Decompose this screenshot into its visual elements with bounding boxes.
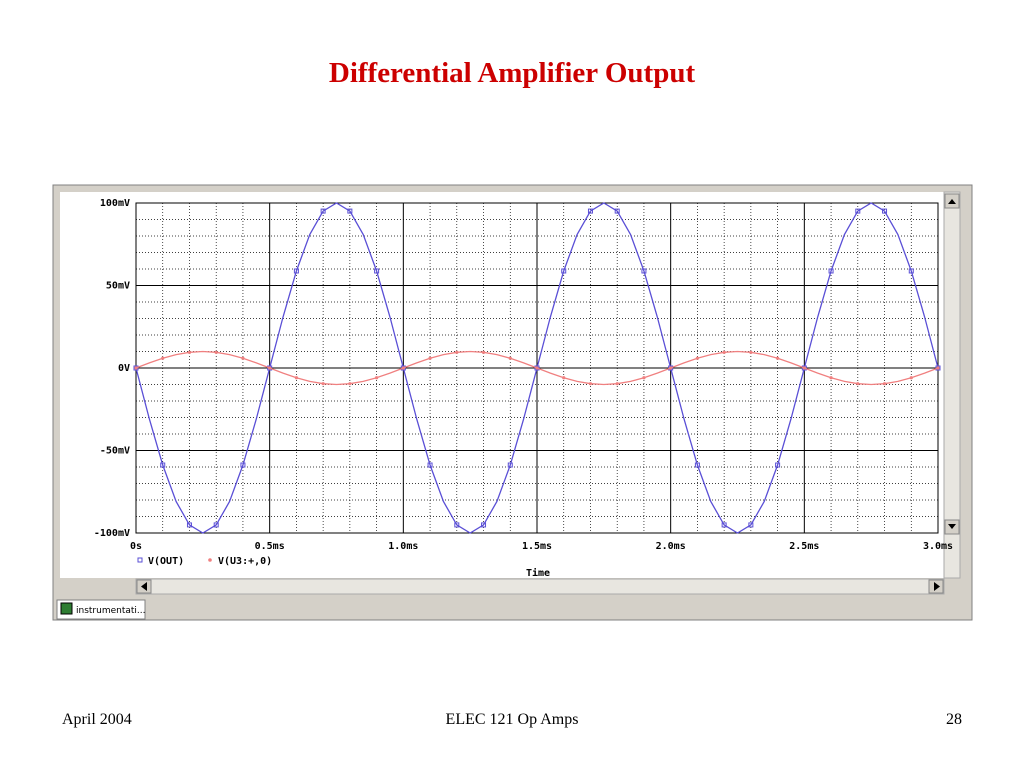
footer-center: ELEC 121 Op Amps (446, 711, 579, 728)
footer-right: 28 (946, 711, 962, 728)
x-tick-label: 1.5ms (522, 541, 552, 552)
point-marker (694, 462, 700, 468)
point-marker (508, 356, 512, 360)
y-tick-label: 50mV (106, 281, 130, 292)
x-tick-label: 0.5ms (255, 541, 285, 552)
legend-label: V(OUT) (148, 556, 184, 567)
point-marker (561, 268, 567, 274)
point-marker (375, 376, 379, 380)
arrow-icon (141, 582, 147, 591)
point-marker (614, 208, 620, 214)
point-marker (775, 462, 781, 468)
arrow-icon (934, 582, 940, 591)
point-marker (855, 208, 861, 214)
y-tick-label: 100mV (100, 198, 130, 209)
point-marker (455, 350, 459, 354)
point-marker (828, 268, 834, 274)
point-marker (348, 382, 352, 386)
point-marker (134, 366, 138, 370)
y-tick-label: 0V (118, 363, 130, 374)
tab-label: instrumentati... (76, 606, 146, 616)
point-marker (481, 522, 487, 528)
x-axis-label: Time (526, 567, 550, 579)
point-marker (428, 356, 432, 360)
point-marker (400, 365, 406, 371)
h-scrollbar[interactable] (135, 578, 945, 595)
point-marker (454, 522, 460, 528)
point-marker (615, 382, 619, 386)
point-marker (935, 365, 941, 371)
point-marker (748, 522, 754, 528)
point-marker (641, 268, 647, 274)
point-marker (160, 462, 166, 468)
x-tick-label: 3.0ms (923, 541, 953, 552)
x-tick-label: 1.0ms (388, 541, 418, 552)
point-marker (186, 522, 192, 528)
point-marker (240, 462, 246, 468)
point-marker (882, 208, 888, 214)
point-marker (642, 376, 646, 380)
legend-marker (208, 558, 212, 562)
point-marker (776, 356, 780, 360)
point-marker (481, 350, 486, 354)
point-marker (587, 208, 593, 214)
point-marker (535, 366, 539, 370)
point-marker (882, 382, 887, 386)
arrow-icon (948, 524, 956, 529)
point-marker (268, 366, 272, 370)
tab-icon (60, 602, 73, 615)
point-marker (588, 382, 593, 386)
point-marker (507, 462, 513, 468)
footer-left: April 2004 (62, 711, 132, 728)
v-scrollbar[interactable] (943, 191, 961, 579)
point-marker (936, 366, 940, 370)
arrow-icon (948, 199, 956, 204)
point-marker (374, 268, 380, 274)
legend-marker (137, 557, 143, 563)
point-marker (695, 356, 700, 360)
point-marker (562, 376, 566, 380)
point-marker (749, 350, 753, 354)
point-marker (856, 382, 860, 386)
point-marker (668, 365, 674, 371)
slide-title: Differential Amplifier Output (329, 57, 696, 89)
point-marker (908, 268, 914, 274)
point-marker (347, 208, 353, 214)
point-marker (909, 376, 913, 380)
point-marker (401, 366, 405, 370)
y-tick-label: -50mV (100, 446, 130, 457)
point-marker (722, 350, 726, 354)
point-marker (427, 462, 433, 468)
point-marker (294, 376, 298, 380)
x-tick-label: 2.5ms (789, 541, 819, 552)
point-marker (669, 366, 673, 370)
point-marker (802, 366, 806, 370)
point-marker (534, 365, 540, 371)
point-marker (267, 365, 273, 371)
point-marker (721, 522, 727, 528)
point-marker (321, 382, 325, 386)
point-marker (829, 376, 833, 380)
tab[interactable] (56, 599, 146, 620)
point-marker (241, 356, 245, 360)
point-marker (187, 350, 192, 354)
y-tick-label: -100mV (94, 528, 130, 539)
x-tick-label: 0s (130, 541, 142, 552)
legend-label: V(U3:+,0) (218, 556, 272, 567)
point-marker (801, 365, 807, 371)
x-tick-label: 2.0ms (656, 541, 686, 552)
point-marker (320, 208, 326, 214)
point-marker (214, 350, 218, 354)
point-marker (133, 365, 139, 371)
point-marker (213, 522, 219, 528)
point-marker (161, 356, 165, 360)
point-marker (293, 268, 299, 274)
